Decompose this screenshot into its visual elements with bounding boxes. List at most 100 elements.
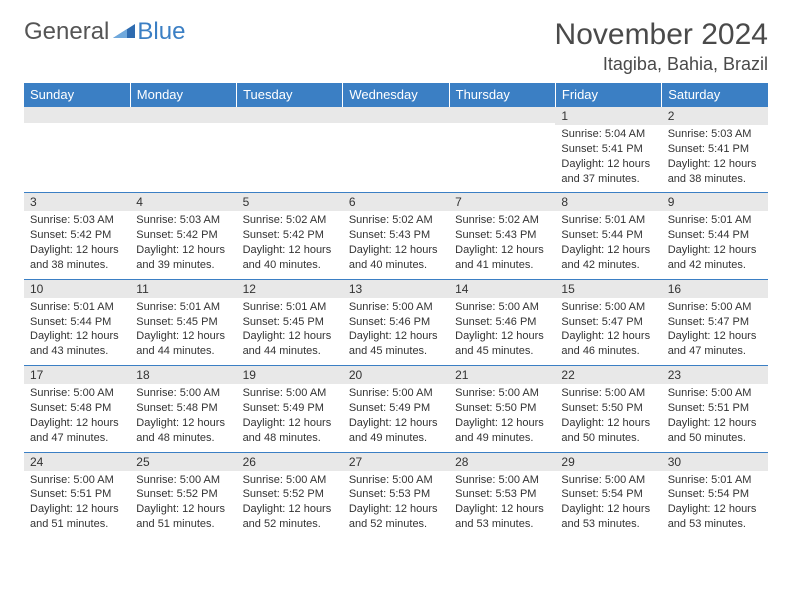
- day-number: 11: [130, 280, 236, 298]
- day-details: Sunrise: 5:00 AMSunset: 5:51 PMDaylight:…: [24, 471, 130, 538]
- day-detail-line: and 46 minutes.: [561, 344, 655, 359]
- calendar-day-cell: 13Sunrise: 5:00 AMSunset: 5:46 PMDayligh…: [343, 279, 449, 365]
- day-number: 2: [662, 107, 768, 125]
- day-detail-line: Sunset: 5:42 PM: [30, 228, 124, 243]
- day-number: 29: [555, 453, 661, 471]
- weekday-header: Saturday: [662, 83, 768, 107]
- calendar-empty-cell: [343, 107, 449, 193]
- day-detail-line: Sunrise: 5:03 AM: [30, 213, 124, 228]
- calendar-day-cell: 14Sunrise: 5:00 AMSunset: 5:46 PMDayligh…: [449, 279, 555, 365]
- day-detail-line: Sunrise: 5:00 AM: [455, 473, 549, 488]
- day-detail-line: and 43 minutes.: [30, 344, 124, 359]
- calendar-day-cell: 17Sunrise: 5:00 AMSunset: 5:48 PMDayligh…: [24, 366, 130, 452]
- day-details: Sunrise: 5:02 AMSunset: 5:42 PMDaylight:…: [237, 211, 343, 278]
- day-details: [130, 123, 236, 181]
- day-detail-line: and 47 minutes.: [30, 431, 124, 446]
- day-number: [237, 107, 343, 123]
- calendar-day-cell: 1Sunrise: 5:04 AMSunset: 5:41 PMDaylight…: [555, 107, 661, 193]
- day-detail-line: Sunrise: 5:00 AM: [561, 300, 655, 315]
- day-details: Sunrise: 5:00 AMSunset: 5:50 PMDaylight:…: [555, 384, 661, 451]
- calendar-day-cell: 26Sunrise: 5:00 AMSunset: 5:52 PMDayligh…: [237, 452, 343, 538]
- day-detail-line: Sunrise: 5:00 AM: [243, 386, 337, 401]
- day-details: Sunrise: 5:04 AMSunset: 5:41 PMDaylight:…: [555, 125, 661, 192]
- day-detail-line: Daylight: 12 hours: [455, 329, 549, 344]
- calendar-day-cell: 3Sunrise: 5:03 AMSunset: 5:42 PMDaylight…: [24, 193, 130, 279]
- day-detail-line: Daylight: 12 hours: [30, 416, 124, 431]
- calendar-day-cell: 10Sunrise: 5:01 AMSunset: 5:44 PMDayligh…: [24, 279, 130, 365]
- weekday-header: Sunday: [24, 83, 130, 107]
- day-detail-line: Daylight: 12 hours: [30, 502, 124, 517]
- calendar-day-cell: 24Sunrise: 5:00 AMSunset: 5:51 PMDayligh…: [24, 452, 130, 538]
- brand-logo: General Blue: [24, 18, 185, 46]
- day-details: Sunrise: 5:00 AMSunset: 5:46 PMDaylight:…: [343, 298, 449, 365]
- day-detail-line: Daylight: 12 hours: [561, 157, 655, 172]
- header: General Blue November 2024 Itagiba, Bahi…: [24, 18, 768, 75]
- day-detail-line: Sunrise: 5:04 AM: [561, 127, 655, 142]
- day-details: Sunrise: 5:01 AMSunset: 5:44 PMDaylight:…: [24, 298, 130, 365]
- day-detail-line: and 40 minutes.: [349, 258, 443, 273]
- day-detail-line: Daylight: 12 hours: [349, 416, 443, 431]
- day-number: 21: [449, 366, 555, 384]
- day-number: [343, 107, 449, 123]
- day-details: Sunrise: 5:00 AMSunset: 5:49 PMDaylight:…: [343, 384, 449, 451]
- calendar-day-cell: 12Sunrise: 5:01 AMSunset: 5:45 PMDayligh…: [237, 279, 343, 365]
- day-detail-line: Sunset: 5:43 PM: [349, 228, 443, 243]
- calendar-day-cell: 21Sunrise: 5:00 AMSunset: 5:50 PMDayligh…: [449, 366, 555, 452]
- day-detail-line: Daylight: 12 hours: [561, 502, 655, 517]
- day-number: 10: [24, 280, 130, 298]
- day-detail-line: Sunset: 5:54 PM: [561, 487, 655, 502]
- day-detail-line: Sunrise: 5:00 AM: [243, 473, 337, 488]
- calendar-week-row: 10Sunrise: 5:01 AMSunset: 5:44 PMDayligh…: [24, 279, 768, 365]
- day-details: Sunrise: 5:01 AMSunset: 5:54 PMDaylight:…: [662, 471, 768, 538]
- day-number: [24, 107, 130, 123]
- day-detail-line: and 41 minutes.: [455, 258, 549, 273]
- day-details: Sunrise: 5:00 AMSunset: 5:48 PMDaylight:…: [24, 384, 130, 451]
- day-detail-line: Sunset: 5:53 PM: [455, 487, 549, 502]
- day-detail-line: Sunset: 5:45 PM: [136, 315, 230, 330]
- calendar-day-cell: 28Sunrise: 5:00 AMSunset: 5:53 PMDayligh…: [449, 452, 555, 538]
- day-details: Sunrise: 5:01 AMSunset: 5:44 PMDaylight:…: [555, 211, 661, 278]
- calendar-day-cell: 29 Sunrise: 5:00 AMSunset: 5:54 PMDayligh…: [555, 452, 661, 538]
- day-number: 3: [24, 193, 130, 211]
- day-details: Sunrise: 5:02 AMSunset: 5:43 PMDaylight:…: [449, 211, 555, 278]
- day-detail-line: and 52 minutes.: [349, 517, 443, 532]
- day-detail-line: and 45 minutes.: [455, 344, 549, 359]
- day-number: [449, 107, 555, 123]
- day-detail-line: Sunrise: 5:01 AM: [136, 300, 230, 315]
- calendar-day-cell: 18Sunrise: 5:00 AMSunset: 5:48 PMDayligh…: [130, 366, 236, 452]
- day-detail-line: and 39 minutes.: [136, 258, 230, 273]
- day-detail-line: Daylight: 12 hours: [243, 416, 337, 431]
- day-detail-line: Sunrise: 5:01 AM: [243, 300, 337, 315]
- day-detail-line: and 53 minutes.: [455, 517, 549, 532]
- day-number: 8: [555, 193, 661, 211]
- day-detail-line: and 38 minutes.: [668, 172, 762, 187]
- day-detail-line: Sunset: 5:43 PM: [455, 228, 549, 243]
- day-detail-line: Daylight: 12 hours: [349, 502, 443, 517]
- calendar-day-cell: 7Sunrise: 5:02 AMSunset: 5:43 PMDaylight…: [449, 193, 555, 279]
- day-detail-line: Daylight: 12 hours: [668, 157, 762, 172]
- day-detail-line: Sunrise: 5:00 AM: [30, 386, 124, 401]
- day-detail-line: Sunset: 5:44 PM: [561, 228, 655, 243]
- day-details: [237, 123, 343, 181]
- day-detail-line: and 45 minutes.: [349, 344, 443, 359]
- day-detail-line: and 48 minutes.: [243, 431, 337, 446]
- calendar-day-cell: 15Sunrise: 5:00 AMSunset: 5:47 PMDayligh…: [555, 279, 661, 365]
- calendar-day-cell: 4Sunrise: 5:03 AMSunset: 5:42 PMDaylight…: [130, 193, 236, 279]
- day-detail-line: Daylight: 12 hours: [455, 243, 549, 258]
- brand-name-part2: Blue: [137, 18, 185, 46]
- weekday-header: Tuesday: [237, 83, 343, 107]
- day-detail-line: Sunset: 5:52 PM: [136, 487, 230, 502]
- day-detail-line: Sunset: 5:44 PM: [30, 315, 124, 330]
- day-detail-line: and 42 minutes.: [668, 258, 762, 273]
- day-number: [130, 107, 236, 123]
- day-detail-line: Daylight: 12 hours: [243, 502, 337, 517]
- day-details: Sunrise: 5:03 AMSunset: 5:42 PMDaylight:…: [130, 211, 236, 278]
- day-detail-line: Daylight: 12 hours: [349, 329, 443, 344]
- day-detail-line: Sunrise: 5:00 AM: [349, 386, 443, 401]
- day-detail-line: Sunrise: 5:00 AM: [561, 473, 655, 488]
- day-detail-line: Daylight: 12 hours: [668, 243, 762, 258]
- day-detail-line: Sunset: 5:50 PM: [561, 401, 655, 416]
- calendar-day-cell: 23Sunrise: 5:00 AMSunset: 5:51 PMDayligh…: [662, 366, 768, 452]
- day-details: Sunrise: 5:00 AMSunset: 5:50 PMDaylight:…: [449, 384, 555, 451]
- day-number: 28: [449, 453, 555, 471]
